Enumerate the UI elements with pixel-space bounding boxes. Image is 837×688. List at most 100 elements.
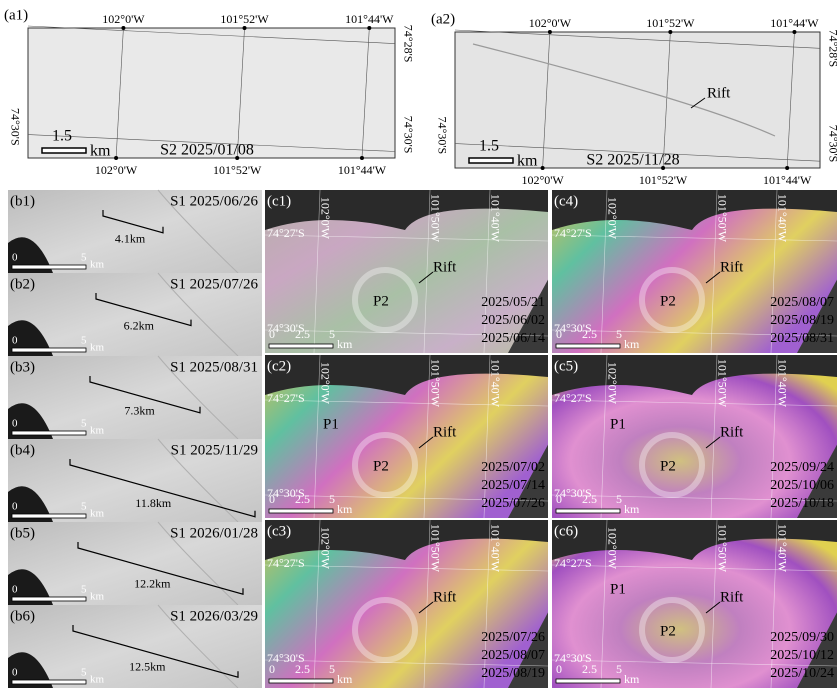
scale-number: 5 (81, 501, 87, 513)
distance-label: 6.2km (124, 319, 155, 333)
longitude-label: 102°0'W (318, 362, 332, 405)
point-label: P1 (610, 581, 626, 597)
panel-label: (c6) (554, 523, 578, 539)
image-background (455, 32, 820, 168)
scale-bar (12, 265, 86, 269)
longitude-label: 101°44'W (345, 12, 394, 26)
panel-label: (c2) (267, 358, 291, 374)
longitude-label: 101°50'W (428, 359, 442, 408)
latitude-label: 74°27'S (267, 226, 305, 240)
scale-unit: km (90, 674, 105, 686)
scale-bar (12, 348, 86, 352)
longitude-label: 102°0'W (605, 362, 619, 405)
longitude-label: 101°52'W (220, 12, 269, 26)
image-caption: S2 2025/01/08 (160, 142, 254, 159)
scale-bar (12, 680, 86, 684)
longitude-label: 101°52'W (639, 173, 688, 187)
latitude-label: 74°28'S (826, 29, 837, 67)
date-label: 2025/07/14 (481, 478, 545, 493)
longitude-label: 102°0'W (521, 173, 564, 187)
tick-dot (541, 166, 545, 170)
scale-number: 0 (556, 492, 562, 506)
scale-number: 2.5 (295, 662, 310, 676)
interferogram-panel: 102°0'W101°50'W101°40'W74°27'S74°30'S(c3… (265, 520, 548, 688)
date-label: 2025/08/07 (770, 295, 834, 310)
scale-number: 1.5 (479, 138, 499, 155)
image-caption: S1 2026/03/29 (170, 608, 258, 624)
image-caption: S1 2025/08/31 (170, 359, 258, 375)
scale-number: 5 (81, 252, 87, 264)
point-label: P2 (373, 293, 389, 309)
panel-label: (c1) (267, 193, 291, 209)
scale-bar (469, 158, 513, 163)
panel-label: (c3) (267, 523, 291, 539)
tick-dot (367, 26, 371, 30)
date-label: 2025/10/06 (770, 478, 834, 493)
scale-bar (269, 344, 333, 348)
sar-panel: 12.5km(b6)S1 2026/03/2905km (8, 605, 262, 688)
latitude-label: 74°27'S (554, 556, 592, 570)
panel-label: (a1) (4, 7, 28, 23)
longitude-label: 102°0'W (605, 527, 619, 570)
scale-unit: km (90, 259, 105, 271)
scale-number: 0 (556, 662, 562, 676)
panel-label: (b1) (10, 193, 35, 209)
distance-label: 12.2km (134, 577, 171, 591)
panel-label: (b4) (10, 442, 35, 458)
scale-number: 5 (81, 418, 87, 430)
longitude-label: 101°50'W (428, 524, 442, 573)
date-label: 2025/10/12 (770, 648, 834, 663)
scale-bar (556, 344, 620, 348)
latitude-label: 74°30'S (435, 117, 449, 155)
distance-label: 4.1km (115, 231, 146, 245)
latitude-label: 74°30'S (826, 125, 837, 163)
longitude-label: 101°44'W (338, 163, 387, 177)
rift-label: Rift (433, 589, 457, 605)
longitude-label: 102°0'W (529, 16, 572, 30)
point-label: P2 (660, 293, 676, 309)
scale-number: 0 (269, 662, 275, 676)
longitude-label: 101°52'W (213, 163, 262, 177)
longitude-label: 101°40'W (775, 359, 789, 408)
longitude-label: 101°40'W (488, 524, 502, 573)
date-label: 2025/10/18 (770, 496, 834, 511)
longitude-label: 102°0'W (95, 163, 138, 177)
image-caption: S2 2025/11/28 (586, 152, 679, 169)
longitude-label: 101°52'W (646, 16, 695, 30)
tick-dot (792, 30, 796, 34)
scale-number: 2.5 (295, 492, 310, 506)
longitude-label: 101°40'W (775, 194, 789, 243)
figure: (a1) 102°0'W 101°52'W 101°44'W 102°0'W 101°52… (0, 0, 837, 688)
scale-number: 5 (81, 667, 87, 679)
latitude-label: 74°27'S (267, 391, 305, 405)
rift-label: Rift (433, 424, 457, 440)
date-label: 2025/09/30 (770, 630, 834, 645)
scale-number: 0 (12, 501, 18, 513)
scale-unit: km (90, 508, 105, 520)
scale-number: 5 (329, 327, 335, 341)
scale-unit: km (517, 153, 538, 170)
date-label: 2025/08/31 (770, 331, 834, 346)
longitude-label: 101°40'W (488, 359, 502, 408)
scale-number: 5 (329, 492, 335, 506)
date-label: 2025/07/26 (481, 496, 545, 511)
scale-unit: km (90, 342, 105, 354)
longitude-label: 102°0'W (318, 197, 332, 240)
scale-unit: km (337, 502, 353, 516)
rift-label: Rift (720, 259, 744, 275)
rift-label: Rift (720, 589, 744, 605)
date-label: 2025/09/24 (770, 460, 834, 475)
latitude-label: 74°27'S (267, 556, 305, 570)
date-label: 2025/08/19 (481, 666, 545, 681)
interferogram-panel: 102°0'W101°50'W101°40'W74°27'S74°30'S(c2… (265, 355, 548, 518)
scale-number: 2.5 (582, 662, 597, 676)
panel-label: (c4) (554, 193, 578, 209)
point-label: P1 (610, 416, 626, 432)
longitude-label: 101°50'W (428, 194, 442, 243)
date-label: 2025/07/26 (481, 630, 545, 645)
sar-panel: 7.3km(b3)S1 2025/08/3105km (8, 356, 262, 439)
longitude-label: 101°50'W (715, 194, 729, 243)
